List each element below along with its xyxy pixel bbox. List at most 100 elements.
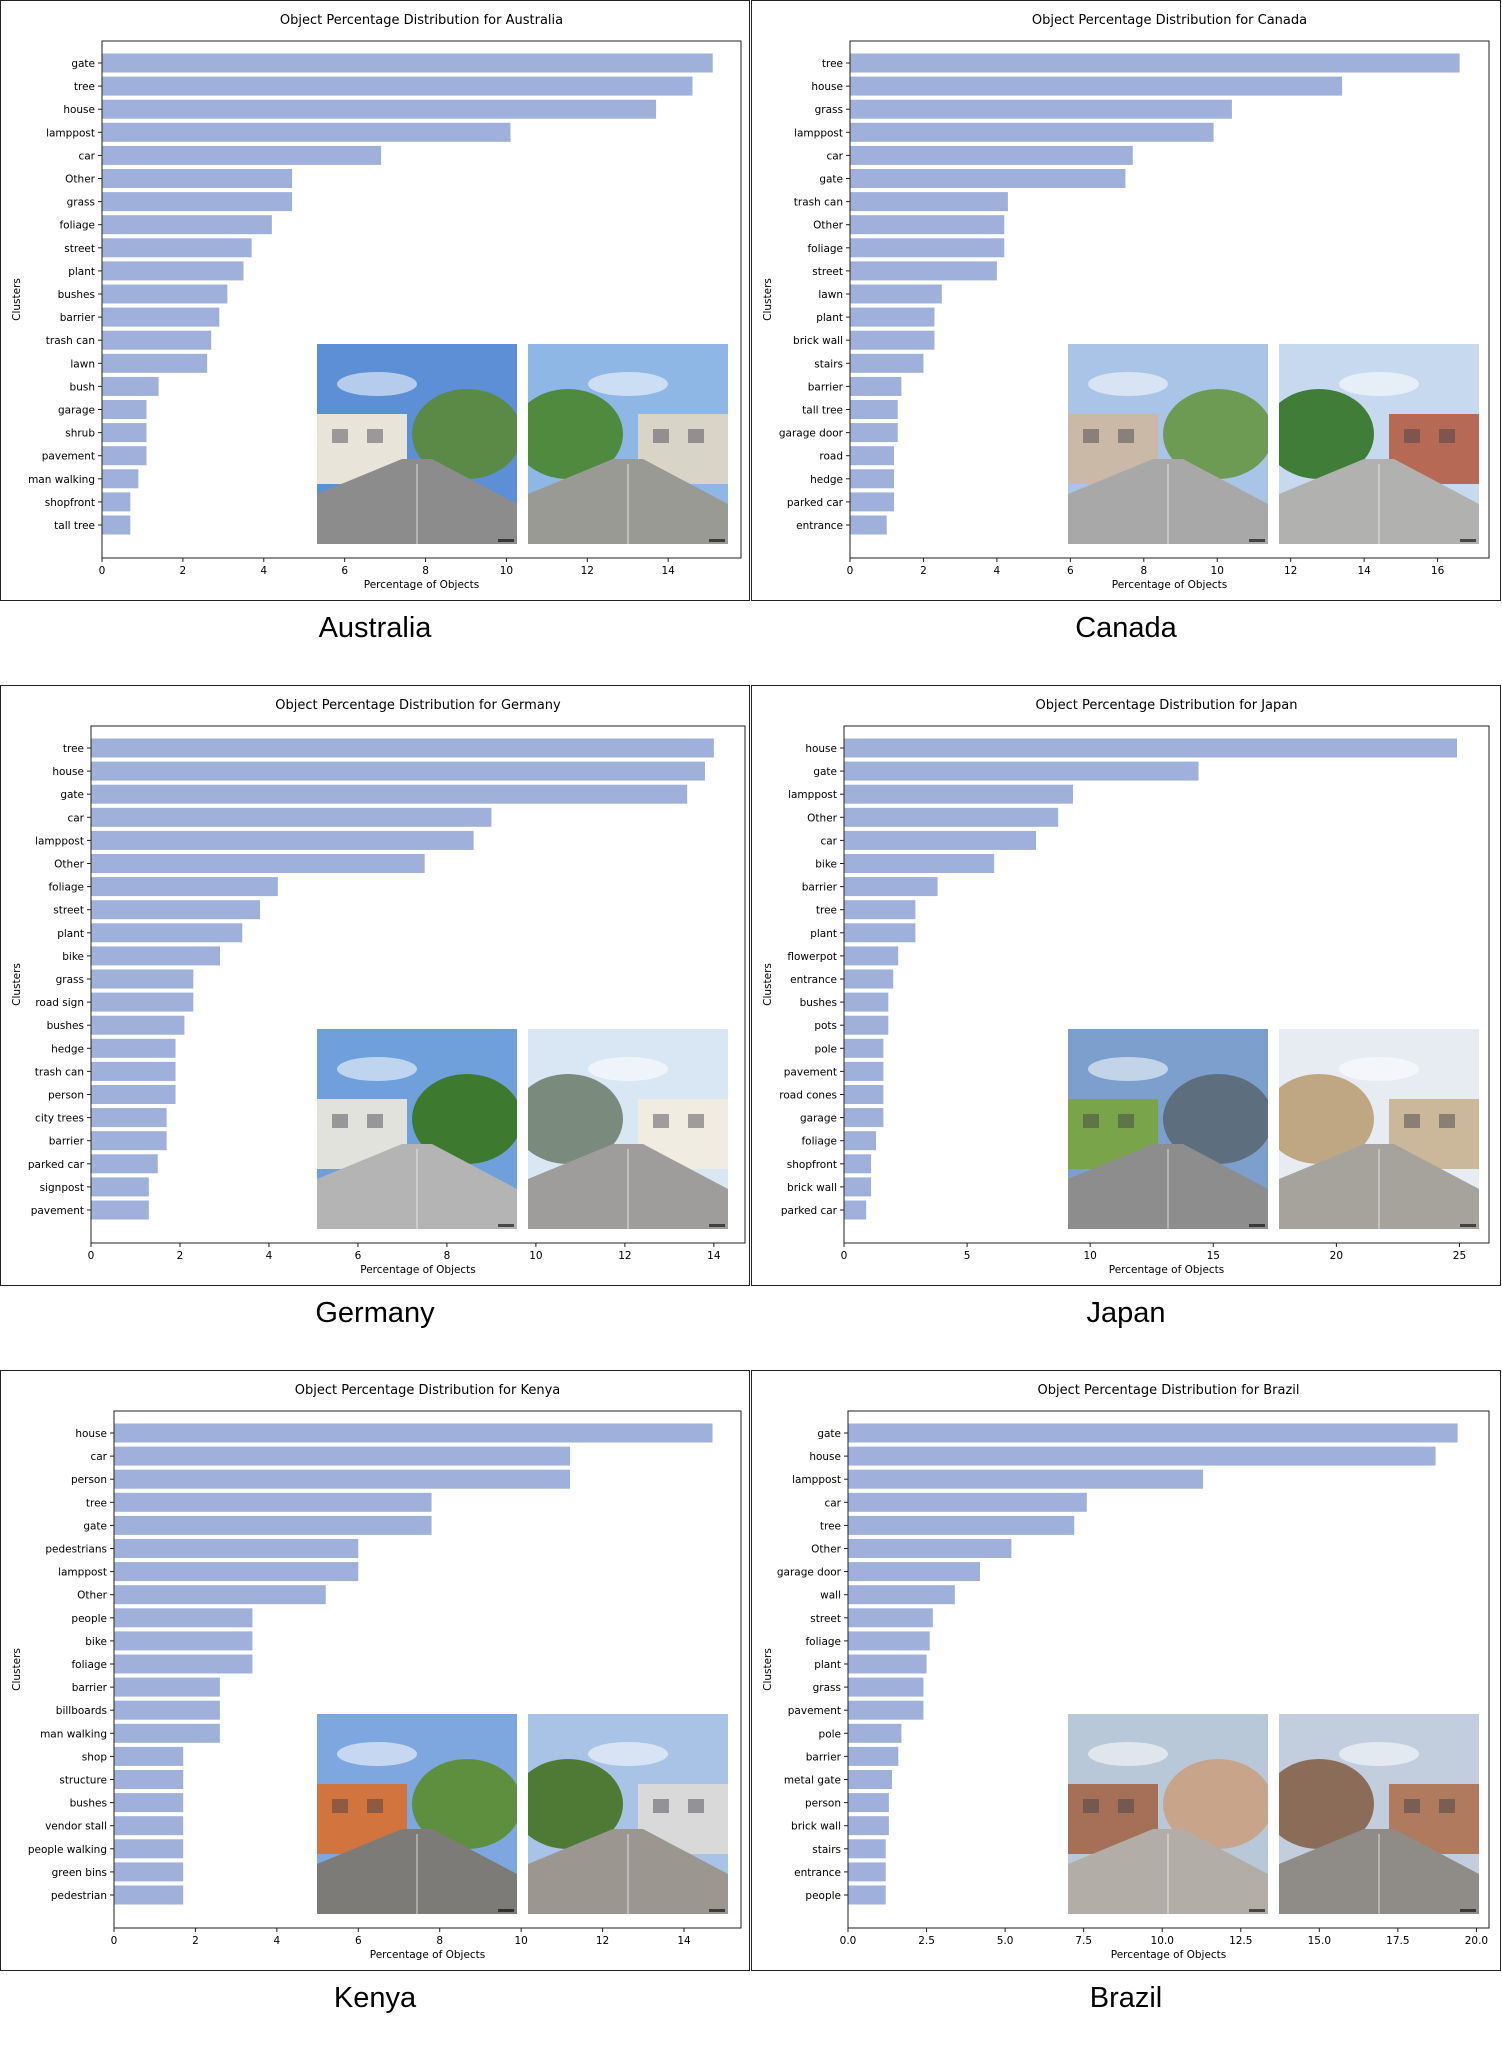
thumbnail-watermark <box>498 539 514 542</box>
y-axis-label: Clusters <box>762 963 774 1006</box>
bar-garage <box>844 1108 884 1128</box>
y-tick-label: entrance <box>796 520 843 532</box>
chart-panel-kenya: Object Percentage Distribution for Kenya… <box>0 1370 750 2055</box>
bar-chart: Object Percentage Distribution for Austr… <box>11 13 742 591</box>
y-tick-label: street <box>810 1613 841 1625</box>
y-tick-label: billboards <box>56 1705 107 1717</box>
bar-chart: Object Percentage Distribution for Brazi… <box>762 1383 1490 1961</box>
bar-foliage <box>850 238 1005 258</box>
bar-lawn <box>850 284 942 304</box>
y-tick-label: shopfront <box>45 497 95 509</box>
y-tick-label: lamppost <box>35 835 84 847</box>
bar-gate <box>114 1515 432 1535</box>
y-tick-label: parked car <box>28 1159 85 1171</box>
y-tick-label: person <box>805 1798 841 1810</box>
y-tick-label: car <box>67 812 84 824</box>
bar-shrub <box>102 423 147 443</box>
bar-man-walking <box>102 469 139 489</box>
y-tick-label: structure <box>59 1775 107 1787</box>
y-tick-label: gate <box>71 58 95 70</box>
y-tick-label: Other <box>54 859 84 871</box>
y-tick-label: pavement <box>42 451 95 463</box>
bar-house <box>848 1446 1436 1466</box>
street-view-thumbnail <box>317 344 517 544</box>
x-tick-label: 15 <box>1207 1250 1220 1262</box>
bar-lamppost <box>844 784 1073 804</box>
y-tick-label: garage door <box>779 428 844 440</box>
bar-people-walking <box>114 1839 184 1859</box>
y-tick-label: plant <box>816 312 843 324</box>
y-tick-label: shop <box>82 1751 108 1763</box>
x-tick-label: 10 <box>529 1250 542 1262</box>
x-tick-label: 8 <box>1140 565 1147 577</box>
y-tick-label: person <box>71 1474 107 1486</box>
x-tick-label: 16 <box>1431 565 1445 577</box>
y-tick-label: tree <box>74 81 95 93</box>
x-tick-label: 7.5 <box>1075 1935 1092 1947</box>
y-tick-label: tree <box>63 743 84 755</box>
bar-plant <box>850 307 935 327</box>
bar-gate <box>844 761 1199 781</box>
bar-metal-gate <box>848 1770 892 1789</box>
x-axis-label: Percentage of Objects <box>1112 579 1228 591</box>
street-view-thumbnail <box>1068 1029 1268 1229</box>
bar-car <box>102 145 382 165</box>
plot-area-frame <box>113 1410 742 1929</box>
y-tick-label: house <box>75 1428 107 1440</box>
y-tick-label: wall <box>820 1590 841 1602</box>
bar-bike <box>114 1631 253 1651</box>
plot-area-frame <box>843 725 1490 1244</box>
y-tick-label: stairs <box>812 1844 841 1856</box>
y-tick-label: garage <box>800 1113 837 1125</box>
y-tick-label: gate <box>83 1520 107 1532</box>
y-tick-label: plant <box>814 1659 841 1671</box>
bar-person <box>114 1469 570 1489</box>
y-tick-label: tall tree <box>54 520 95 532</box>
x-tick-label: 12 <box>618 1250 631 1262</box>
bar-people <box>848 1885 886 1905</box>
bar-plant <box>102 261 244 281</box>
y-tick-label: barrier <box>802 882 838 894</box>
bar-lawn <box>102 353 208 373</box>
bar-bike <box>844 854 995 873</box>
x-axis-label: Percentage of Objects <box>1111 1949 1227 1961</box>
chart-frame: Object Percentage Distribution for Austr… <box>0 0 750 601</box>
y-tick-label: Other <box>77 1590 107 1602</box>
y-tick-label: man walking <box>40 1728 107 1740</box>
x-tick-label: 6 <box>1067 565 1074 577</box>
y-tick-label: Other <box>65 174 95 186</box>
y-tick-label: tree <box>86 1497 107 1509</box>
x-tick-label: 14 <box>662 565 676 577</box>
y-tick-label: tree <box>820 1520 841 1532</box>
bar-tree <box>850 53 1460 73</box>
y-tick-label: tree <box>816 905 837 917</box>
bar-house <box>114 1423 713 1443</box>
x-tick-label: 14 <box>1357 565 1371 577</box>
x-tick-label: 10 <box>1211 565 1224 577</box>
x-tick-label: 17.5 <box>1386 1935 1409 1947</box>
thumbnail-watermark <box>1249 1909 1265 1912</box>
thumbnail-watermark <box>1460 1224 1476 1227</box>
plot-area-frame <box>90 725 746 1244</box>
y-tick-label: signpost <box>40 1182 84 1194</box>
bar-entrance <box>844 969 894 989</box>
x-tick-label: 0 <box>99 565 106 577</box>
y-tick-label: house <box>809 1451 841 1463</box>
chart-title: Object Percentage Distribution for Brazi… <box>1038 1383 1300 1398</box>
y-tick-label: car <box>824 1497 841 1509</box>
y-tick-label: foliage <box>59 220 95 232</box>
bar-other <box>114 1585 326 1605</box>
bar-grass <box>850 99 1232 119</box>
y-tick-label: green bins <box>52 1867 107 1879</box>
street-view-thumbnail <box>528 1029 728 1229</box>
bar-road-sign <box>91 992 194 1012</box>
bar-grass <box>848 1677 924 1697</box>
y-tick-label: foliage <box>48 882 84 894</box>
bar-brick-wall <box>850 330 935 350</box>
thumbnail-watermark <box>1460 1909 1476 1912</box>
bar-plant <box>844 923 916 943</box>
y-tick-label: foliage <box>807 243 843 255</box>
x-tick-label: 0 <box>847 565 854 577</box>
thumbnail-watermark <box>709 1909 725 1912</box>
y-tick-label: trash can <box>46 335 95 347</box>
